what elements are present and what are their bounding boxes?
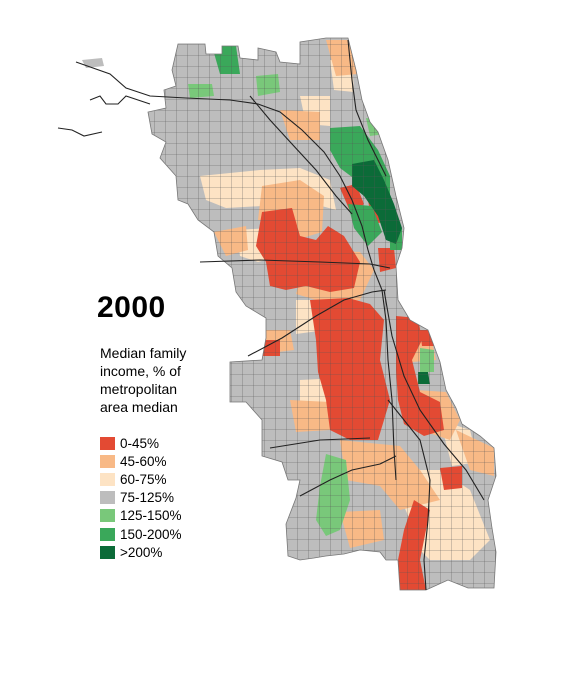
- legend-item: 150-200%: [100, 525, 182, 543]
- legend-item: >200%: [100, 543, 182, 561]
- legend-item: 60-75%: [100, 470, 182, 488]
- legend-swatch: [100, 472, 115, 486]
- legend-label: 45-60%: [120, 453, 167, 469]
- legend-label: 125-150%: [120, 508, 182, 524]
- legend-swatch: [100, 491, 115, 505]
- legend-title-line: metropolitan: [100, 381, 178, 397]
- legend-swatch: [100, 436, 115, 450]
- legend-swatch: [100, 454, 115, 468]
- legend-label: 60-75%: [120, 471, 167, 487]
- legend-label: 75-125%: [120, 490, 175, 506]
- legend-swatch: [100, 527, 115, 541]
- legend-item: 75-125%: [100, 489, 182, 507]
- legend-swatch: [100, 545, 115, 559]
- year-title: 2000: [97, 291, 166, 324]
- legend-title-line: area median: [100, 399, 178, 415]
- legend-title-line: Median family: [100, 345, 187, 361]
- legend-label: >200%: [120, 544, 163, 560]
- legend-title-line: income, % of: [100, 363, 181, 379]
- legend-label: 0-45%: [120, 435, 160, 451]
- highways: [57, 39, 485, 591]
- legend-item: 45-60%: [100, 452, 182, 470]
- legend: 0-45% 45-60% 60-75% 75-125% 125-150% 150…: [100, 434, 182, 561]
- northwest-island-shape: [82, 58, 104, 68]
- legend-swatch: [100, 509, 115, 523]
- legend-item: 0-45%: [100, 434, 182, 452]
- legend-item: 125-150%: [100, 507, 182, 525]
- legend-label: 150-200%: [120, 526, 182, 542]
- legend-title: Median family income, % of metropolitan …: [100, 344, 260, 416]
